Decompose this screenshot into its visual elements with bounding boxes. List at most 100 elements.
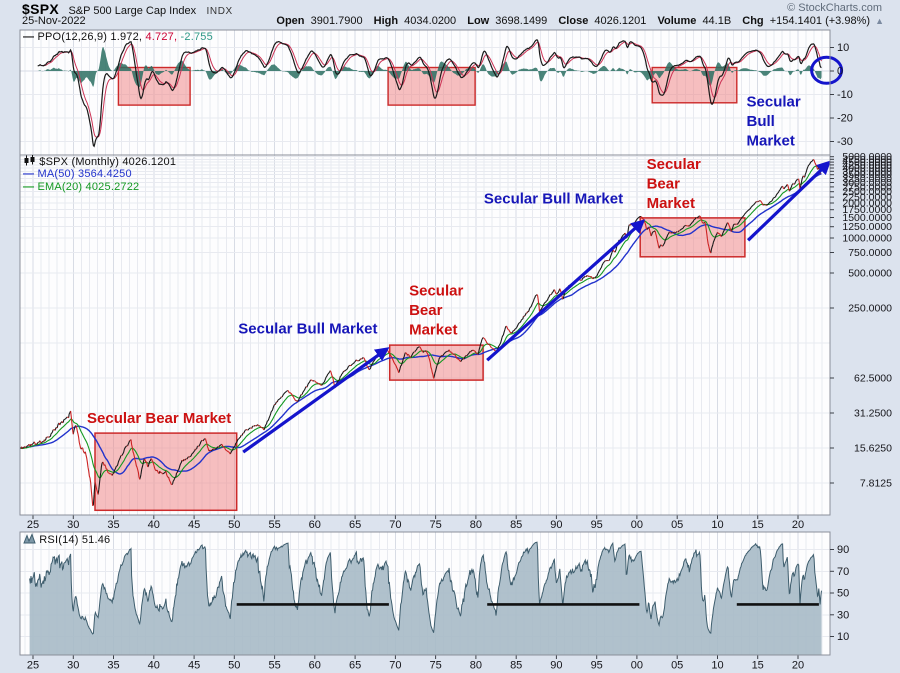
price-axis-label: 1500.0000 bbox=[842, 212, 892, 224]
price-axis-label: 250.0000 bbox=[848, 303, 892, 315]
year-axis-label: 25 bbox=[27, 519, 39, 531]
year-axis-label: 30 bbox=[67, 660, 79, 672]
exchange-code: INDX bbox=[206, 6, 233, 17]
close-value: 4026.1201 bbox=[594, 15, 647, 27]
year-axis-label: 00 bbox=[631, 660, 643, 672]
secular-market-label: Market bbox=[647, 195, 695, 212]
secular-market-label: Market bbox=[747, 132, 795, 149]
quote-date: 25-Nov-2022 bbox=[22, 15, 86, 27]
year-axis-label: 15 bbox=[752, 519, 764, 531]
year-axis-label: 40 bbox=[148, 519, 160, 531]
price-axis-label: 15.6250 bbox=[854, 443, 892, 455]
bear-market-box bbox=[388, 344, 484, 381]
rsi-axis-label: 90 bbox=[837, 544, 849, 556]
annotation-texts: Secular Bear Market Secular Bull Market Se… bbox=[87, 93, 801, 427]
year-axis-label: 95 bbox=[591, 519, 603, 531]
price-axis-label: 500.0000 bbox=[848, 268, 892, 280]
axis-labels: 2000.00001750.00001500.00001250.00001000… bbox=[27, 42, 892, 672]
rsi-area bbox=[29, 542, 822, 655]
year-axis-label: 75 bbox=[429, 660, 441, 672]
price-axis-label: 62.5000 bbox=[854, 373, 892, 385]
year-axis-label: 75 bbox=[429, 519, 441, 531]
secular-market-label: Bear bbox=[647, 175, 681, 192]
price-axis-label: 750.0000 bbox=[848, 247, 892, 259]
year-axis-label: 70 bbox=[389, 660, 401, 672]
rsi-panel-series bbox=[29, 541, 822, 655]
secular-market-label: Secular bbox=[409, 282, 463, 299]
year-axis-label: 45 bbox=[188, 519, 200, 531]
ma50-line bbox=[22, 173, 822, 475]
rsi-axis-label: 50 bbox=[837, 588, 849, 600]
symbol-name: S&P 500 Large Cap Index bbox=[68, 5, 197, 17]
secular-market-label: Secular Bear Market bbox=[87, 410, 231, 427]
price-axis-label: 1750.0000 bbox=[842, 204, 892, 216]
year-axis-label: 35 bbox=[107, 519, 119, 531]
price-axis-label: 3250.0000 bbox=[842, 173, 892, 185]
secular-market-label: Market bbox=[409, 321, 457, 338]
year-axis-label: 30 bbox=[67, 519, 79, 531]
ppo-highlight-circle bbox=[810, 55, 844, 85]
price-axis-label: 31.2500 bbox=[854, 408, 892, 420]
ppo-line bbox=[37, 39, 822, 148]
price-axis-label: 2750.0000 bbox=[842, 181, 892, 193]
price-axis-label: 4750.0000 bbox=[842, 154, 892, 166]
year-axis-label: 65 bbox=[349, 519, 361, 531]
year-axis-label: 70 bbox=[389, 519, 401, 531]
year-axis-label: 90 bbox=[550, 519, 562, 531]
year-axis-label: 10 bbox=[711, 660, 723, 672]
price-axis-label: 3000.0000 bbox=[842, 177, 892, 189]
copyright: © StockCharts.com bbox=[787, 2, 882, 14]
rsi-axis-label: 10 bbox=[837, 631, 849, 643]
change-label: Chg bbox=[742, 15, 764, 27]
year-axis-label: 50 bbox=[228, 660, 240, 672]
ppo-panel-series bbox=[37, 39, 822, 148]
price-axis-label: 2000.0000 bbox=[842, 198, 892, 210]
rsi-line bbox=[29, 541, 822, 635]
year-axis-label: 05 bbox=[671, 519, 683, 531]
price-axis-label: 4000.0000 bbox=[842, 163, 892, 175]
bull-trend-arrow bbox=[486, 219, 646, 362]
ppo-axis-label: -10 bbox=[837, 89, 853, 101]
year-axis-label: 10 bbox=[711, 519, 723, 531]
secular-market-label: Secular bbox=[647, 156, 701, 173]
price-axis-label: 2500.0000 bbox=[842, 186, 892, 198]
secular-market-label: Secular Bull Market bbox=[484, 191, 623, 208]
high-label: High bbox=[373, 15, 399, 27]
year-axis-label: 55 bbox=[268, 519, 280, 531]
high-value: 4034.0200 bbox=[404, 15, 457, 27]
year-axis-label: 85 bbox=[510, 660, 522, 672]
secular-market-label: Bear bbox=[409, 302, 443, 319]
year-axis-label: 25 bbox=[27, 660, 39, 672]
year-axis-label: 50 bbox=[228, 519, 240, 531]
price-axis-label: 3750.0000 bbox=[842, 166, 892, 178]
secular-market-label: Secular bbox=[747, 93, 801, 110]
bear-market-box bbox=[651, 66, 738, 104]
open-value: 3901.7900 bbox=[310, 15, 363, 27]
year-axis-label: 80 bbox=[470, 519, 482, 531]
secular-market-label: Secular Bull Market bbox=[238, 320, 377, 337]
ppo-axis-label: 10 bbox=[837, 42, 849, 54]
main-panel-series bbox=[20, 159, 830, 512]
rsi-axis-label: 70 bbox=[837, 566, 849, 578]
price-axis-label: 5000.0000 bbox=[842, 151, 892, 163]
chart-header: $SPX S&P 500 Large Cap Index INDX © Stoc… bbox=[0, 0, 900, 28]
year-axis-label: 90 bbox=[550, 660, 562, 672]
year-axis-label: 15 bbox=[752, 660, 764, 672]
year-axis-label: 00 bbox=[631, 519, 643, 531]
open-label: Open bbox=[276, 15, 305, 27]
price-axis-label: 4500.0000 bbox=[842, 157, 892, 169]
year-axis-label: 05 bbox=[671, 660, 683, 672]
low-label: Low bbox=[467, 15, 490, 27]
symbol-row: $SPX S&P 500 Large Cap Index INDX bbox=[22, 1, 233, 19]
close-label: Close bbox=[558, 15, 589, 27]
price-axis-label: 4250.0000 bbox=[842, 159, 892, 171]
volume-label: Volume bbox=[657, 15, 697, 27]
ppo-axis-label: 0 bbox=[837, 66, 843, 78]
symbol: $SPX bbox=[22, 1, 59, 17]
quote-strip: Open 3901.7900 High 4034.0200 Low 3698.1… bbox=[268, 15, 884, 27]
year-axis-label: 20 bbox=[792, 519, 804, 531]
secular-market-label: Bull bbox=[747, 113, 775, 130]
year-axis-label: 85 bbox=[510, 519, 522, 531]
